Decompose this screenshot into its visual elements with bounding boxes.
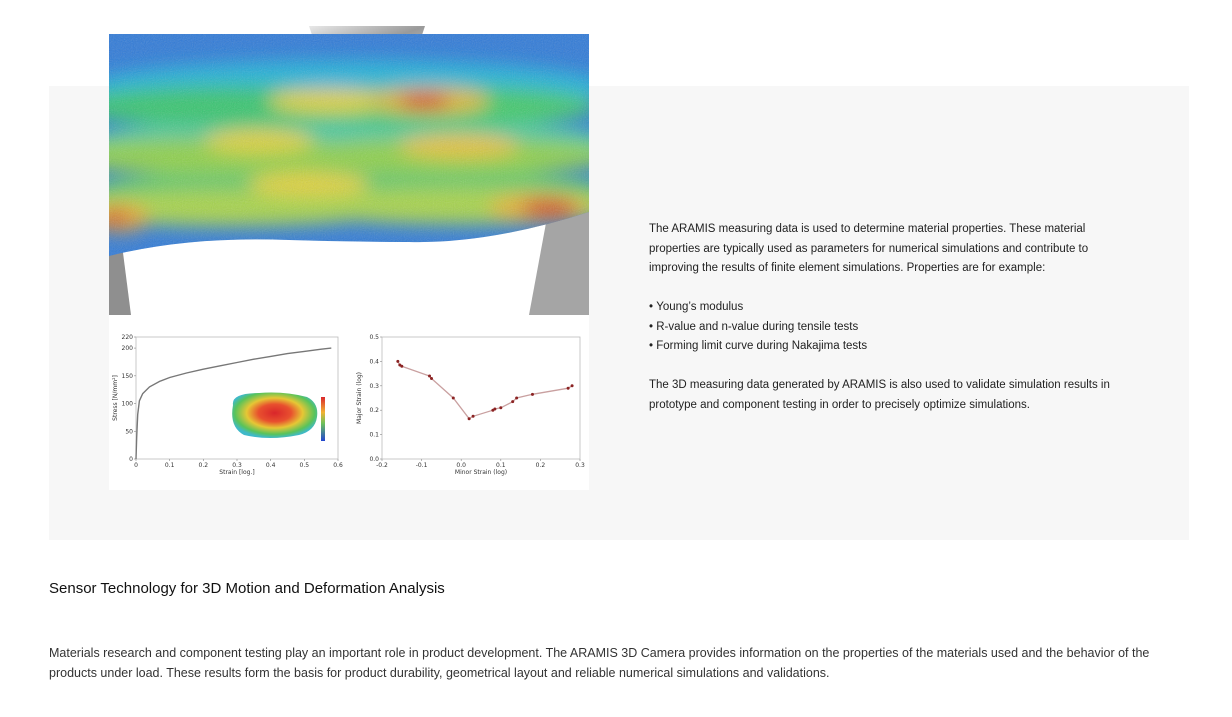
flc-data-point <box>530 392 534 396</box>
section-heading: Sensor Technology for 3D Motion and Defo… <box>49 580 445 597</box>
flc-data-point <box>493 407 497 411</box>
flc-data-point <box>515 396 519 400</box>
x-tick-label: -0.2 <box>376 462 388 469</box>
forming-limit-plot-frame <box>381 336 581 460</box>
y-tick-label: 0.3 <box>369 383 379 390</box>
y-tick-label: 100 <box>122 401 134 408</box>
x-tick-label: 0.5 <box>300 462 310 469</box>
flc-data-point <box>511 400 515 404</box>
x-tick-label: -0.1 <box>416 462 428 469</box>
flc-data-point <box>467 417 471 421</box>
flc-data-point <box>396 359 400 363</box>
description: The ARAMIS measuring data is used to det… <box>649 220 1119 415</box>
x-tick-label: 0.1 <box>496 462 506 469</box>
property-item: Young’s modulus <box>649 298 1119 318</box>
flc-data-point <box>499 406 503 410</box>
y-tick-label: 200 <box>122 345 134 352</box>
flc-data-point <box>428 374 432 378</box>
property-list: Young’s modulus R-value and n-value duri… <box>649 298 1119 357</box>
color-scale-bar <box>321 397 325 441</box>
x-axis-label: Strain [log.] <box>219 469 254 476</box>
stress-strain-curve <box>135 347 332 460</box>
property-item: Forming limit curve during Nakajima test… <box>649 337 1119 357</box>
property-item: R-value and n-value during tensile tests <box>649 318 1119 338</box>
section-body: Materials research and component testing… <box>49 646 1150 680</box>
y-axis-label: Major Strain (log) <box>356 372 363 424</box>
strain-map-inset <box>232 392 325 441</box>
y-axis-label: Stress [N/mm²] <box>112 375 119 421</box>
x-tick-label: 0.6 <box>333 462 343 469</box>
x-tick-label: 0 <box>134 462 138 469</box>
y-tick-label: 0.2 <box>369 407 379 414</box>
y-tick-label: 0.5 <box>369 334 379 341</box>
x-tick-label: 0.1 <box>165 462 175 469</box>
y-tick-label: 0.4 <box>369 358 379 365</box>
y-tick-label: 150 <box>122 373 134 380</box>
y-tick-label: 220 <box>122 334 134 341</box>
flc-data-point <box>430 376 433 380</box>
deformation-image <box>109 26 589 315</box>
x-tick-label: 0.2 <box>199 462 209 469</box>
y-tick-label: 0 <box>129 456 133 463</box>
x-tick-label: 0.3 <box>232 462 242 469</box>
flc-data-point <box>400 364 404 368</box>
validation-paragraph: The 3D measuring data generated by ARAMI… <box>649 379 1110 411</box>
intro-paragraph: The ARAMIS measuring data is used to det… <box>649 223 1089 274</box>
y-tick-label: 0.0 <box>369 456 379 463</box>
x-tick-label: 0.3 <box>575 462 585 469</box>
flc-data-point <box>471 414 475 418</box>
x-tick-label: 0.4 <box>266 462 276 469</box>
y-tick-label: 50 <box>125 428 133 435</box>
strain-map-blob <box>232 392 318 438</box>
x-tick-label: 0.2 <box>536 462 546 469</box>
forming-limit-curve <box>397 361 573 420</box>
x-tick-label: 0.0 <box>456 462 466 469</box>
y-tick-label: 0.1 <box>369 432 379 439</box>
flc-data-point <box>570 384 574 388</box>
flc-data-point <box>566 386 570 390</box>
flc-data-point <box>451 396 455 400</box>
charts-panel: 0 0.1 0.2 0.3 0.4 0.5 0.6 0 50 100 150 200 220 Strain… <box>109 315 589 490</box>
x-axis-label: Minor Strain (log) <box>455 469 507 476</box>
